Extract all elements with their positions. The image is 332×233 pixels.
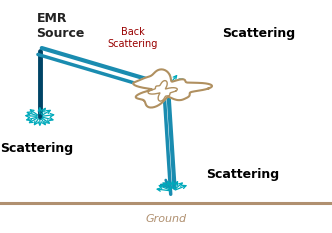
Text: EMR
Source: EMR Source [37,12,85,40]
Text: Scattering: Scattering [222,27,295,40]
Text: Back
Scattering: Back Scattering [108,27,158,49]
Text: Scattering: Scattering [206,168,279,181]
Polygon shape [133,69,212,108]
Text: Ground: Ground [145,214,187,224]
Text: Scattering: Scattering [0,142,73,155]
